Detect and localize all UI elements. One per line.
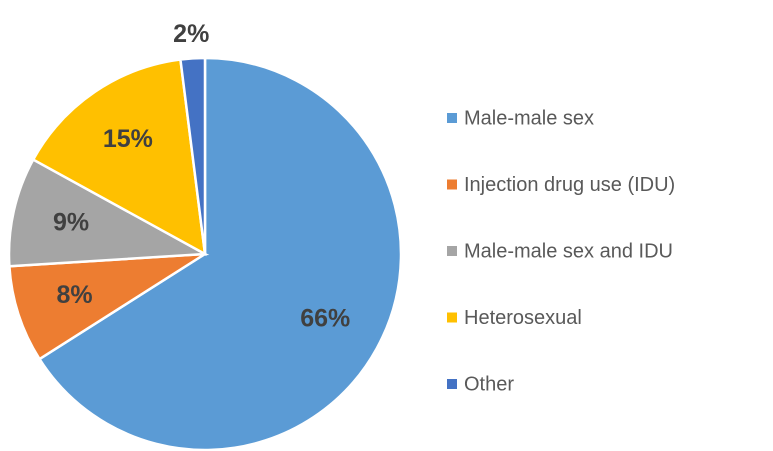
pie-slice [7, 157, 210, 268]
legend-label: Male-male sex and IDU [464, 240, 673, 262]
legend-label: Other [464, 373, 514, 395]
legend-label: Injection drug use (IDU) [464, 174, 675, 196]
data-label: 8% [56, 281, 92, 309]
legend-label: Male-male sex [464, 107, 594, 129]
legend-label: Heterosexual [464, 307, 582, 329]
data-label: 9% [53, 209, 89, 237]
data-label: 2% [173, 20, 209, 48]
legend-swatch [447, 246, 457, 256]
data-label: 66% [300, 305, 350, 333]
pie-slice [37, 56, 403, 451]
pie-slice [31, 58, 207, 257]
legend-swatch [447, 113, 457, 123]
legend-swatch [447, 379, 457, 389]
legend-swatch [447, 312, 457, 323]
data-label: 15% [103, 125, 153, 153]
pie-slice [179, 56, 207, 255]
legend-swatch [447, 179, 457, 190]
pie-slice [8, 252, 206, 361]
